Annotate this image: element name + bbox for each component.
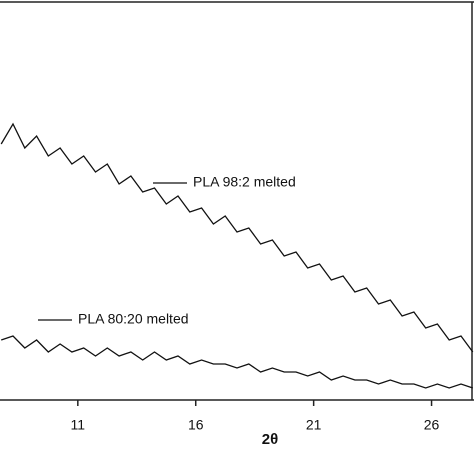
x-axis-label: 2θ	[262, 431, 278, 448]
series-line	[0, 335, 474, 389]
x-tick-label: 26	[424, 417, 440, 433]
series-line	[0, 122, 474, 353]
x-tick-label: 21	[306, 417, 322, 433]
legend-label: PLA 80:20 melted	[78, 311, 189, 327]
x-tick-label: 16	[188, 417, 204, 433]
legend-label: PLA 98:2 melted	[193, 174, 296, 190]
x-tick-label: 11	[71, 417, 86, 433]
